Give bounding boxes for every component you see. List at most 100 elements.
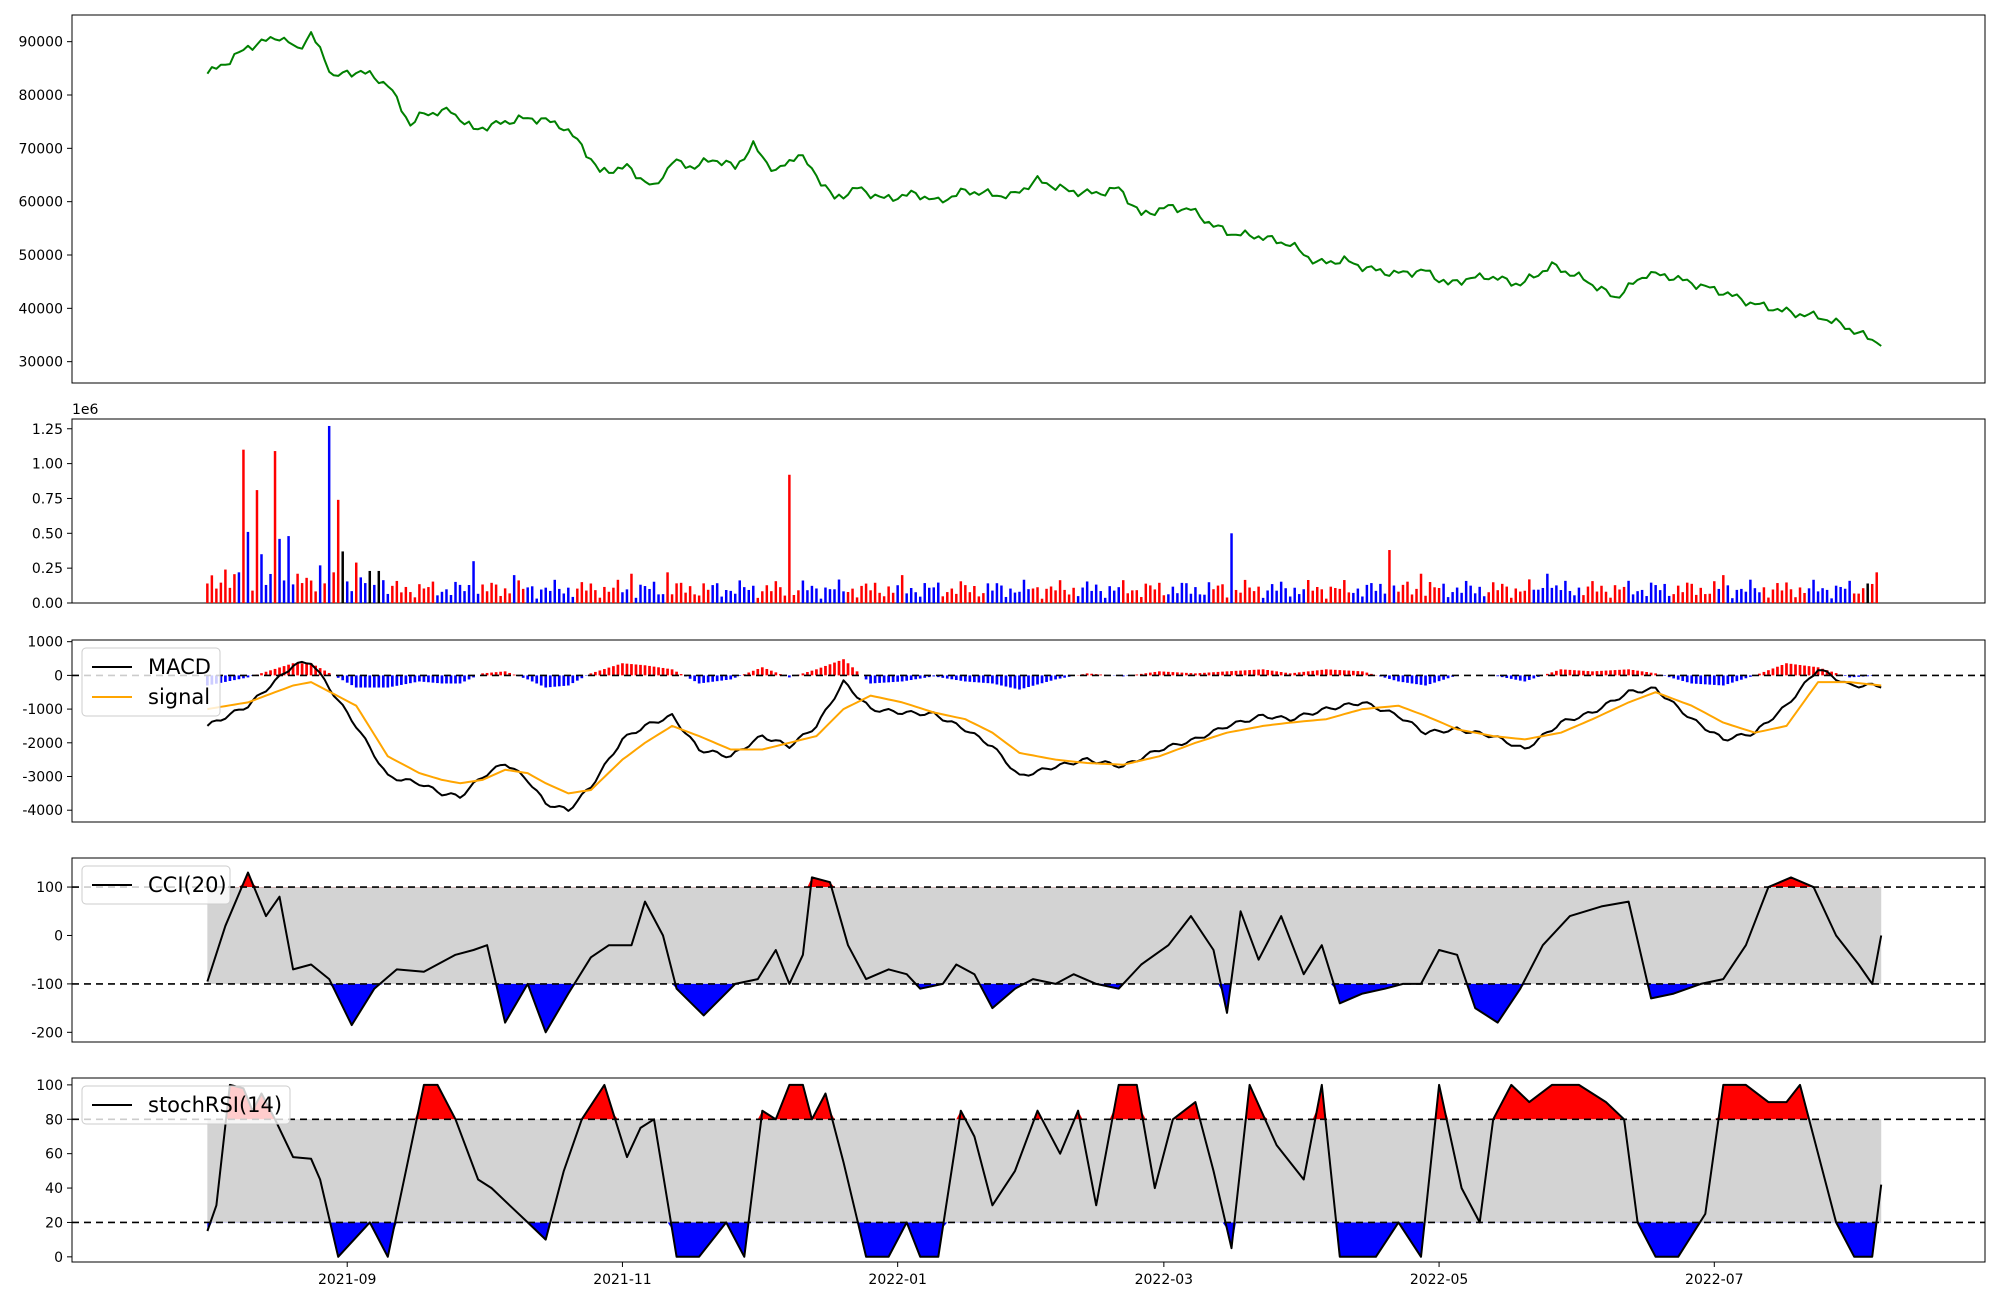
volume-bar [747,589,751,603]
volume-bar [666,572,669,603]
volume-bar [1591,581,1594,603]
macd-histogram-bar [449,675,453,684]
volume-bar [991,590,994,603]
macd-histogram-bar [557,675,561,687]
volume-bar [1293,587,1296,603]
volume-bar [1537,589,1540,603]
volume-bar [1338,588,1342,603]
volume-bar [1009,588,1012,603]
volume-bar [1194,587,1197,603]
volume-bar [1636,591,1639,603]
volume-ytick-label: 0.25 [32,561,63,577]
macd-histogram-bar [900,675,904,682]
volume-bar [810,585,814,603]
volume-bar [770,591,773,603]
macd-histogram-bar [1171,672,1175,676]
volume-bar [630,573,633,603]
volume-bar [1528,579,1531,603]
volume-bar [273,451,277,603]
volume-bar [1383,593,1387,603]
volume-bar [476,593,480,603]
macd-histogram-bar [1834,673,1838,676]
macd-histogram-bar [991,675,994,684]
volume-bar [463,591,466,603]
macd-histogram-bar [1004,675,1008,687]
macd-histogram-bar [503,671,507,676]
macd-histogram-bar [630,664,633,676]
volume-bar [1487,592,1490,603]
macd-histogram-bar [1203,672,1206,676]
volume-bar [955,593,958,603]
macd-histogram-bar [1383,675,1387,678]
macd-histogram-bar [1600,670,1603,676]
macd-histogram-bar [1514,675,1518,680]
volume-bar [1699,587,1702,603]
macd-histogram-bar [1013,675,1017,689]
macd-histogram-bar [679,674,683,676]
macd-histogram-bar [1794,664,1797,676]
macd-histogram-bar [1776,666,1779,676]
volume-bar [1419,573,1423,603]
volume-bar [382,580,385,603]
price-ytick-label: 80000 [18,88,63,104]
macd-histogram-bar [652,666,656,676]
volume-bar [1329,586,1333,603]
macd-histogram-bar [639,664,642,676]
macd-histogram-bar [729,675,733,680]
volume-bar [1446,597,1450,603]
volume-bar [1555,585,1558,603]
volume-bar [1401,584,1405,603]
cci-panel: -200 -100 0 100 CCI(20) [31,857,1986,1043]
macd-histogram-bar [278,667,281,676]
volume-bar [616,579,620,603]
cci-oversold-fill [207,983,1882,1033]
macd-histogram-bar [1311,670,1315,676]
volume-bar [1559,590,1563,603]
macd-histogram-bar [977,675,981,683]
volume-bar [1212,589,1215,603]
volume-bar [1595,591,1599,603]
macd-histogram-bar [607,667,611,676]
volume-bar [1288,596,1292,603]
macd-histogram-bar [1329,669,1333,676]
macd-histogram-bar [715,675,719,682]
volume-bar [499,595,502,603]
macd-histogram-bar [463,675,466,682]
macd-histogram-bar [467,675,471,680]
macd-histogram-bar [1636,670,1639,676]
volume-bar [355,562,358,603]
volume-bar [1640,589,1644,603]
volume-bar [1063,589,1066,603]
volume-bar [909,588,913,603]
macd-histogram-bar [1676,675,1680,680]
macd-histogram-bar [422,675,426,682]
volume-bar [305,577,308,603]
volume-bar [986,583,990,603]
volume-bar [1176,593,1179,603]
macd-histogram-bar [390,675,394,687]
macd-histogram-bar [1424,675,1427,686]
volume-bar [368,570,372,603]
macd-histogram-bar [1410,675,1414,684]
macd-histogram-bar [720,675,724,681]
volume-bar [1749,579,1752,603]
volume-bar [562,593,566,603]
macd-histogram-bar [219,675,223,683]
volume-bar [1866,583,1869,603]
volume-bar [1464,580,1468,603]
volume-bar [1568,590,1572,603]
volume-bar [914,592,917,603]
macd-histogram-bar [458,675,462,684]
legend-label-macd: MACD [148,655,211,679]
volume-bar [549,590,552,603]
macd-histogram-bar [869,675,872,684]
volume-bar [391,585,394,603]
macd-histogram-bar [1762,671,1766,676]
stochrsi-panel: 0 20 40 60 80 100 stochRSI(14) [36,1077,1986,1266]
macd-ytick-label: -4000 [22,803,63,819]
volume-bar [923,583,926,603]
shared-x-axis: 2021-09 2021-11 2022-01 2022-03 2022-05 2022-… [318,1262,1744,1288]
macd-histogram-bar [1153,671,1157,676]
volume-bar [1722,575,1725,603]
